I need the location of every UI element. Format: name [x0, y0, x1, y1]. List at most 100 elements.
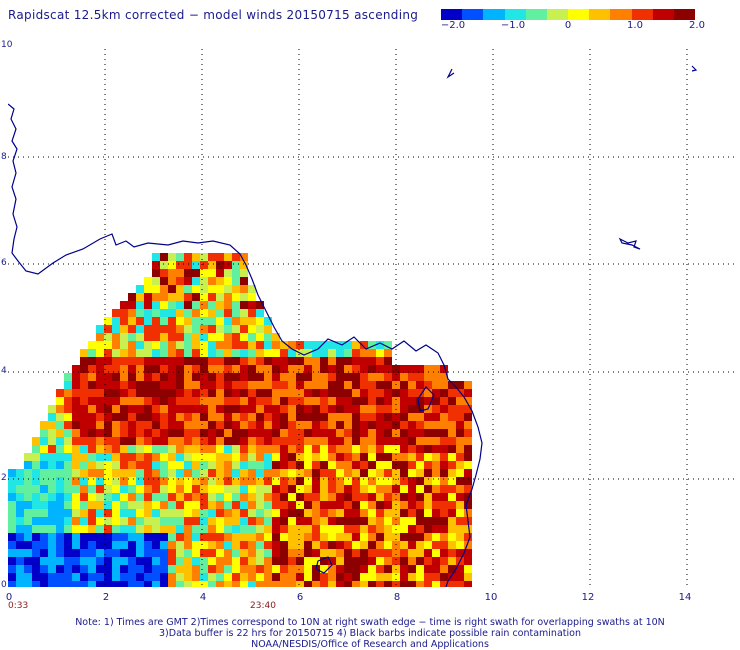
- wind-cell: [160, 453, 168, 461]
- wind-cell: [336, 509, 344, 517]
- wind-cell: [192, 413, 200, 421]
- wind-cell: [304, 493, 312, 501]
- wind-cell: [40, 541, 48, 549]
- wind-cell: [320, 493, 328, 501]
- wind-cell: [176, 509, 184, 517]
- wind-cell: [208, 509, 216, 517]
- wind-cell: [440, 485, 448, 493]
- wind-cell: [312, 493, 320, 501]
- wind-cell: [184, 445, 192, 453]
- wind-cell: [152, 581, 160, 587]
- wind-cell: [240, 349, 248, 357]
- wind-cell: [464, 525, 472, 533]
- wind-cell: [80, 541, 88, 549]
- wind-cell: [256, 397, 264, 405]
- wind-cell: [240, 365, 248, 373]
- wind-cell: [320, 557, 328, 565]
- wind-cell: [184, 573, 192, 581]
- wind-cell: [192, 573, 200, 581]
- wind-cell: [72, 437, 80, 445]
- wind-cell: [376, 557, 384, 565]
- wind-cell: [432, 581, 440, 587]
- wind-cell: [400, 549, 408, 557]
- wind-cell: [40, 493, 48, 501]
- wind-cell: [256, 485, 264, 493]
- wind-cell: [8, 549, 16, 557]
- wind-cell: [104, 381, 112, 389]
- wind-cell: [64, 509, 72, 517]
- wind-cell: [432, 373, 440, 381]
- wind-cell: [320, 437, 328, 445]
- wind-cell: [464, 549, 472, 557]
- wind-cell: [128, 333, 136, 341]
- wind-cell: [152, 549, 160, 557]
- wind-cell: [256, 429, 264, 437]
- wind-cell: [256, 349, 264, 357]
- wind-cell: [184, 453, 192, 461]
- wind-cell: [384, 517, 392, 525]
- wind-cell: [120, 469, 128, 477]
- wind-cell: [136, 493, 144, 501]
- wind-cell: [416, 445, 424, 453]
- wind-cell: [176, 261, 184, 269]
- wind-cell: [408, 461, 416, 469]
- wind-cell: [80, 493, 88, 501]
- wind-cell: [344, 501, 352, 509]
- wind-cell: [400, 573, 408, 581]
- wind-cell: [48, 565, 56, 573]
- wind-cell: [80, 413, 88, 421]
- wind-cell: [280, 493, 288, 501]
- wind-cell: [112, 541, 120, 549]
- wind-cell: [160, 429, 168, 437]
- wind-cell: [176, 493, 184, 501]
- wind-cell: [432, 573, 440, 581]
- wind-cell: [424, 493, 432, 501]
- wind-cell: [416, 573, 424, 581]
- wind-cell: [360, 477, 368, 485]
- wind-cell: [96, 541, 104, 549]
- wind-cell: [448, 453, 456, 461]
- wind-cell: [64, 381, 72, 389]
- wind-cell: [352, 517, 360, 525]
- wind-cell: [216, 437, 224, 445]
- wind-cell: [192, 477, 200, 485]
- wind-cell: [280, 413, 288, 421]
- wind-cell: [96, 429, 104, 437]
- wind-cell: [384, 453, 392, 461]
- wind-cell: [144, 549, 152, 557]
- wind-cell: [168, 541, 176, 549]
- wind-cell: [336, 397, 344, 405]
- wind-cell: [456, 445, 464, 453]
- wind-cell: [120, 461, 128, 469]
- wind-cell: [368, 389, 376, 397]
- wind-cell: [336, 581, 344, 587]
- wind-cell: [144, 365, 152, 373]
- wind-cell: [136, 517, 144, 525]
- wind-cell: [200, 493, 208, 501]
- wind-cell: [256, 373, 264, 381]
- wind-cell: [176, 325, 184, 333]
- wind-cell: [224, 469, 232, 477]
- wind-cell: [176, 517, 184, 525]
- wind-cell: [424, 413, 432, 421]
- wind-cell: [440, 381, 448, 389]
- wind-cell: [200, 293, 208, 301]
- wind-cell: [16, 541, 24, 549]
- wind-cell: [168, 573, 176, 581]
- wind-cell: [48, 533, 56, 541]
- wind-cell: [352, 533, 360, 541]
- wind-cell: [320, 341, 328, 349]
- wind-cell: [256, 573, 264, 581]
- wind-cell: [352, 421, 360, 429]
- wind-cell: [112, 389, 120, 397]
- wind-cell: [344, 445, 352, 453]
- wind-cell: [368, 565, 376, 573]
- wind-cell: [120, 565, 128, 573]
- wind-cell: [192, 453, 200, 461]
- wind-cell: [344, 493, 352, 501]
- wind-cell: [184, 565, 192, 573]
- wind-cell: [408, 581, 416, 587]
- wind-cell: [144, 557, 152, 565]
- wind-cell: [192, 429, 200, 437]
- wind-cell: [216, 557, 224, 565]
